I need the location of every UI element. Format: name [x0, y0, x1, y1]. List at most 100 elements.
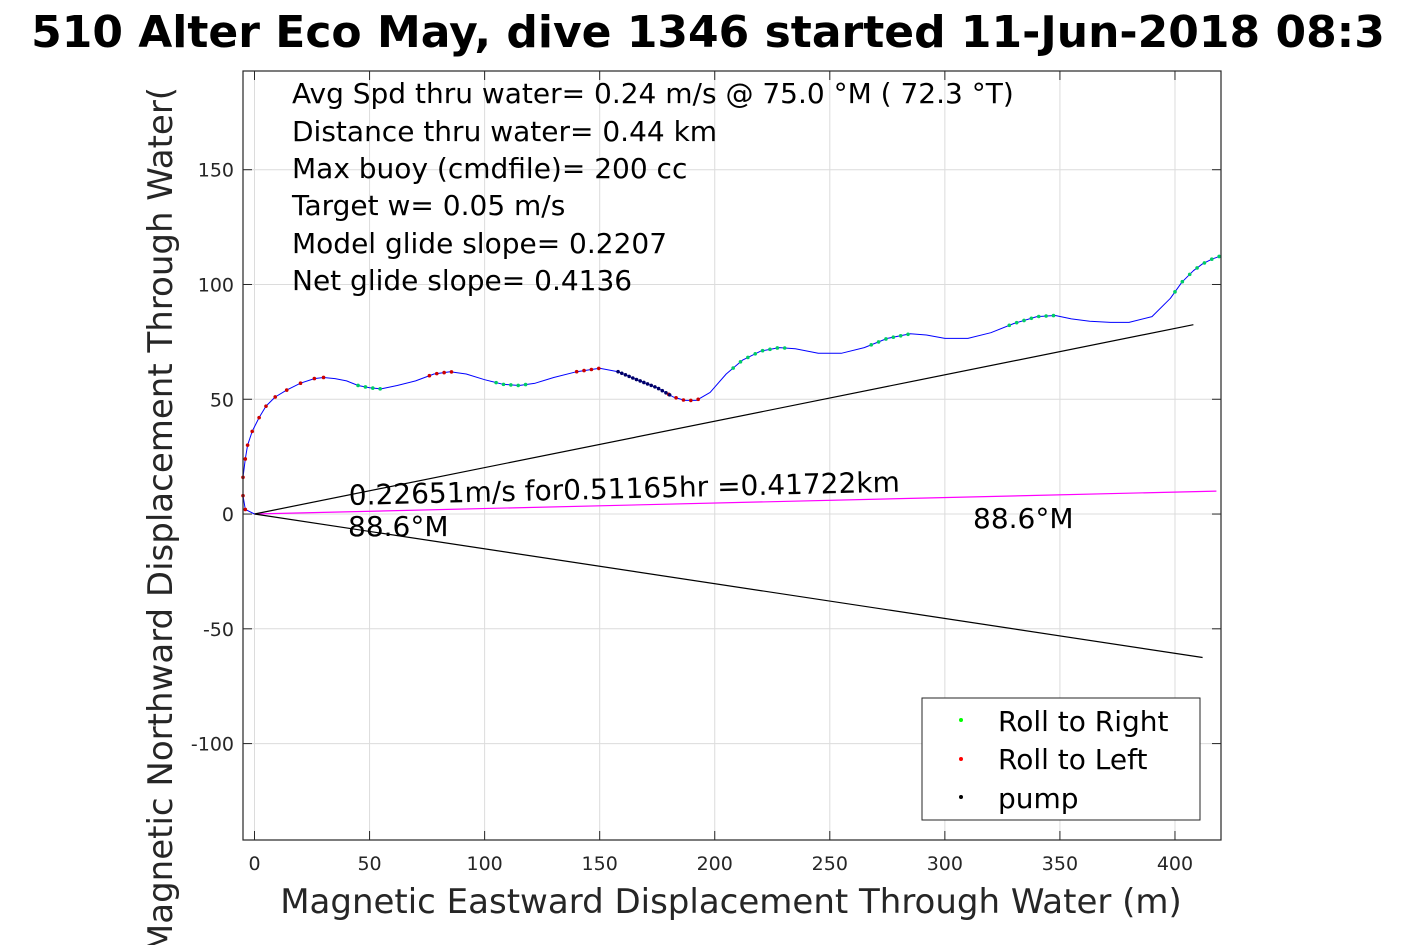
track-layer	[242, 255, 1222, 515]
pump-marker	[623, 373, 628, 377]
x-tick-label: 0	[248, 853, 260, 875]
legend-label-roll-left: Roll to Left	[998, 743, 1147, 776]
legend-label-pump: pump	[998, 782, 1079, 815]
roll-left-marker	[243, 457, 248, 461]
roll-right-marker	[884, 337, 888, 341]
pump-marker	[653, 385, 657, 389]
roll-right-marker	[1014, 320, 1019, 325]
x-axis-label: Magnetic Eastward Displacement Through W…	[280, 882, 1182, 922]
pump-marker	[631, 376, 635, 380]
pump-marker	[634, 377, 639, 382]
pump-marker	[638, 379, 642, 383]
roll-right-marker	[898, 333, 903, 338]
y-axis-label: Magnetic Northward Displacement Through …	[141, 87, 181, 945]
stats-line-net-glide: Net glide slope= 0.4136	[292, 264, 632, 297]
y-tick-label: 0	[222, 504, 234, 526]
pump-marker	[660, 388, 665, 393]
roll-right-marker	[1209, 257, 1214, 262]
roll-right-marker	[523, 382, 528, 387]
x-tick-label: 400	[1157, 853, 1193, 875]
stats-line-target-w: Target w= 0.05 m/s	[291, 189, 565, 222]
roll-left-marker	[312, 376, 317, 381]
roll-right-marker	[891, 335, 896, 340]
roll-right-marker	[1036, 314, 1041, 319]
y-tick-label: 50	[210, 389, 234, 411]
roll-left-marker	[245, 443, 250, 447]
pump-marker	[627, 374, 631, 379]
stats-line-max-buoy: Max buoy (cmdfile)= 200 cc	[292, 152, 687, 185]
speed-annotation: 0.22651m/s for0.51165hr =0.41722km	[348, 466, 900, 512]
y-tick-label: 100	[198, 274, 234, 296]
roll-left-marker	[574, 369, 579, 374]
roll-left-marker	[250, 429, 255, 434]
roll-left-marker	[298, 381, 303, 385]
roll-right-marker	[768, 347, 772, 352]
x-tick-label: 350	[1042, 853, 1078, 875]
tick-layer: 0 50 100 150 200 250 300 350 400 -100 -50 0 50 100 150	[191, 71, 1221, 875]
roll-right-marker	[1029, 316, 1034, 321]
roll-right-marker	[1022, 318, 1026, 323]
roll-left-marker	[582, 368, 586, 373]
y-tick-label: -50	[203, 619, 234, 641]
roll-left-marker	[442, 370, 446, 375]
roll-right-marker	[1173, 290, 1177, 294]
roll-left-marker	[257, 415, 261, 420]
roll-right-marker	[782, 346, 787, 350]
roll-left-marker	[596, 366, 601, 371]
roll-left-marker	[696, 397, 700, 402]
pump-marker	[649, 383, 654, 388]
stats-line-avg-speed: Avg Spd thru water= 0.24 m/s @ 75.0 °M (…	[292, 77, 1014, 110]
roll-right-marker	[760, 348, 765, 353]
x-tick-label: 250	[812, 853, 848, 875]
stats-block: Avg Spd thru water= 0.24 m/s @ 75.0 °M (…	[291, 77, 1014, 297]
roll-right-marker	[378, 387, 382, 391]
roll-left-marker	[321, 375, 326, 380]
stats-line-distance: Distance thru water= 0.44 km	[292, 115, 717, 148]
legend-label-roll-right: Roll to Right	[998, 705, 1169, 738]
pump-marker	[616, 369, 620, 374]
x-tick-label: 150	[582, 853, 618, 875]
roll-right-marker	[494, 380, 498, 385]
roll-right-marker	[1202, 261, 1207, 265]
roll-right-marker	[746, 355, 750, 360]
roll-left-marker	[284, 388, 289, 392]
pump-marker	[619, 371, 624, 376]
roll-left-marker	[674, 395, 678, 400]
roll-right-marker	[731, 366, 735, 370]
roll-right-marker	[501, 382, 506, 387]
roll-right-marker	[509, 383, 513, 387]
x-tick-label: 200	[697, 853, 733, 875]
y-tick-label: -100	[191, 734, 234, 756]
roll-left-marker	[264, 404, 268, 408]
roll-right-marker	[370, 386, 375, 390]
plot-frame	[242, 70, 1222, 841]
legend-box	[921, 697, 1201, 821]
roll-right-marker	[869, 343, 874, 347]
roll-left-marker	[273, 395, 278, 399]
roll-right-marker	[363, 385, 368, 389]
x-tick-label: 300	[927, 853, 963, 875]
x-tick-label: 100	[466, 853, 502, 875]
roll-right-marker	[906, 332, 910, 337]
pump-marker	[642, 380, 646, 385]
roll-right-marker	[738, 360, 743, 364]
roll-left-marker	[681, 398, 686, 402]
roll-right-marker	[1187, 272, 1192, 277]
roll-right-marker	[1051, 313, 1056, 318]
roll-right-marker	[753, 352, 758, 356]
series-track	[242, 255, 1222, 515]
roll-right-marker	[356, 383, 360, 388]
legend-marker-roll-left	[959, 757, 963, 761]
roll-left-marker	[427, 373, 432, 378]
heading-annotation-far: 88.6°M	[973, 502, 1074, 535]
roll-right-marker	[1007, 323, 1012, 328]
series-fit-line	[254, 490, 1217, 515]
pump-marker	[664, 390, 668, 395]
pump-marker	[656, 386, 661, 391]
pump-marker	[667, 393, 672, 397]
legend: Roll to Right Roll to Left pump	[921, 697, 1201, 821]
roll-left-marker	[243, 507, 248, 512]
roll-right-marker	[775, 346, 780, 350]
roll-right-marker	[516, 383, 521, 388]
roll-left-marker	[449, 370, 454, 374]
